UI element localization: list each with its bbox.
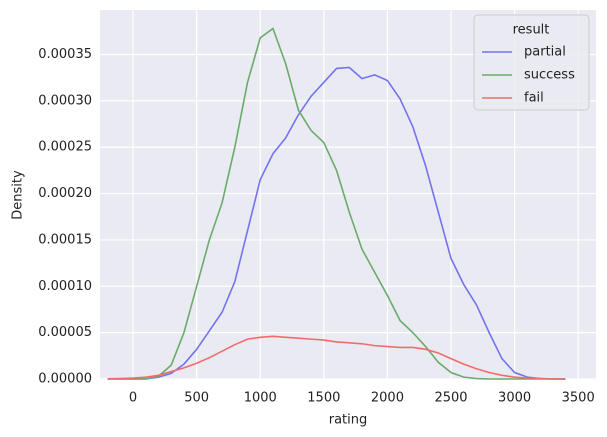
y-tick-label: 0.00035 [38, 47, 92, 62]
y-tick-label: 0.00000 [38, 372, 92, 387]
x-tick-label: 3500 [562, 391, 595, 406]
x-tick-label: 2500 [434, 391, 467, 406]
legend-label: success [524, 68, 575, 83]
density-line [107, 66, 566, 380]
x-tick-label: 1500 [307, 391, 340, 406]
y-tick-label: 0.00030 [38, 93, 92, 108]
y-tick-label: 0.00005 [38, 325, 92, 340]
legend: result partial success fail [473, 14, 590, 111]
y-tick-label: 0.00010 [38, 279, 92, 294]
x-tick-label: 500 [184, 391, 209, 406]
x-tick-label: 0 [129, 391, 137, 406]
x-axis-label: rating [329, 413, 368, 428]
y-tick-label: 0.00015 [38, 232, 92, 247]
legend-box [473, 14, 590, 111]
x-tick-label: 2000 [371, 391, 404, 406]
legend-label: fail [524, 91, 544, 106]
density-line [107, 27, 566, 380]
x-tick-label: 1000 [244, 391, 277, 406]
legend-label: partial [524, 45, 566, 60]
x-tick-label: 3000 [498, 391, 531, 406]
density-line [107, 335, 566, 380]
lines [107, 27, 566, 380]
y-axis-label: Density [11, 170, 26, 220]
y-tick-label: 0.00020 [38, 186, 92, 201]
legend-title: result [513, 23, 550, 38]
y-tick-label: 0.00025 [38, 140, 92, 155]
